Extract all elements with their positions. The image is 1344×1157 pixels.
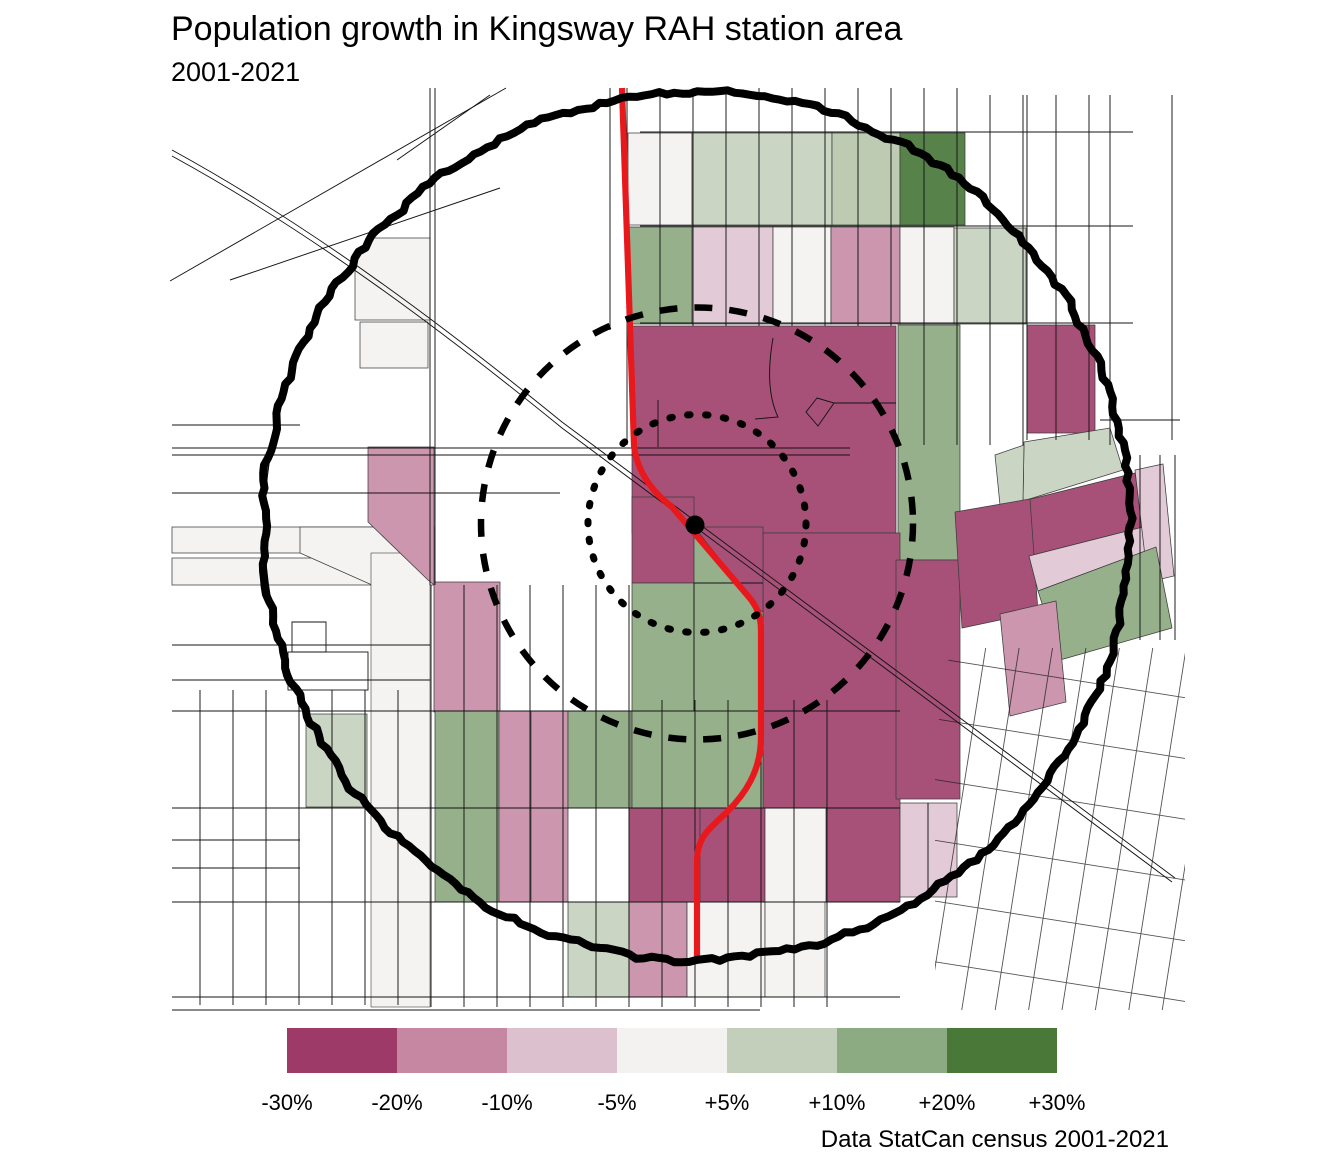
svg-text:+10%: +10%: [809, 1090, 866, 1115]
svg-text:+5%: +5%: [705, 1090, 750, 1115]
svg-text:+20%: +20%: [919, 1090, 976, 1115]
svg-text:Data StatCan census 2001-2021: Data StatCan census 2001-2021: [821, 1126, 1169, 1152]
svg-text:-10%: -10%: [481, 1090, 532, 1115]
svg-text:Population growth in Kingsway: Population growth in Kingsway RAH statio…: [171, 10, 902, 48]
svg-text:-20%: -20%: [371, 1090, 422, 1115]
svg-text:2001-2021: 2001-2021: [171, 57, 300, 87]
svg-text:+30%: +30%: [1029, 1090, 1086, 1115]
svg-text:-30%: -30%: [261, 1090, 312, 1115]
svg-text:-5%: -5%: [597, 1090, 636, 1115]
